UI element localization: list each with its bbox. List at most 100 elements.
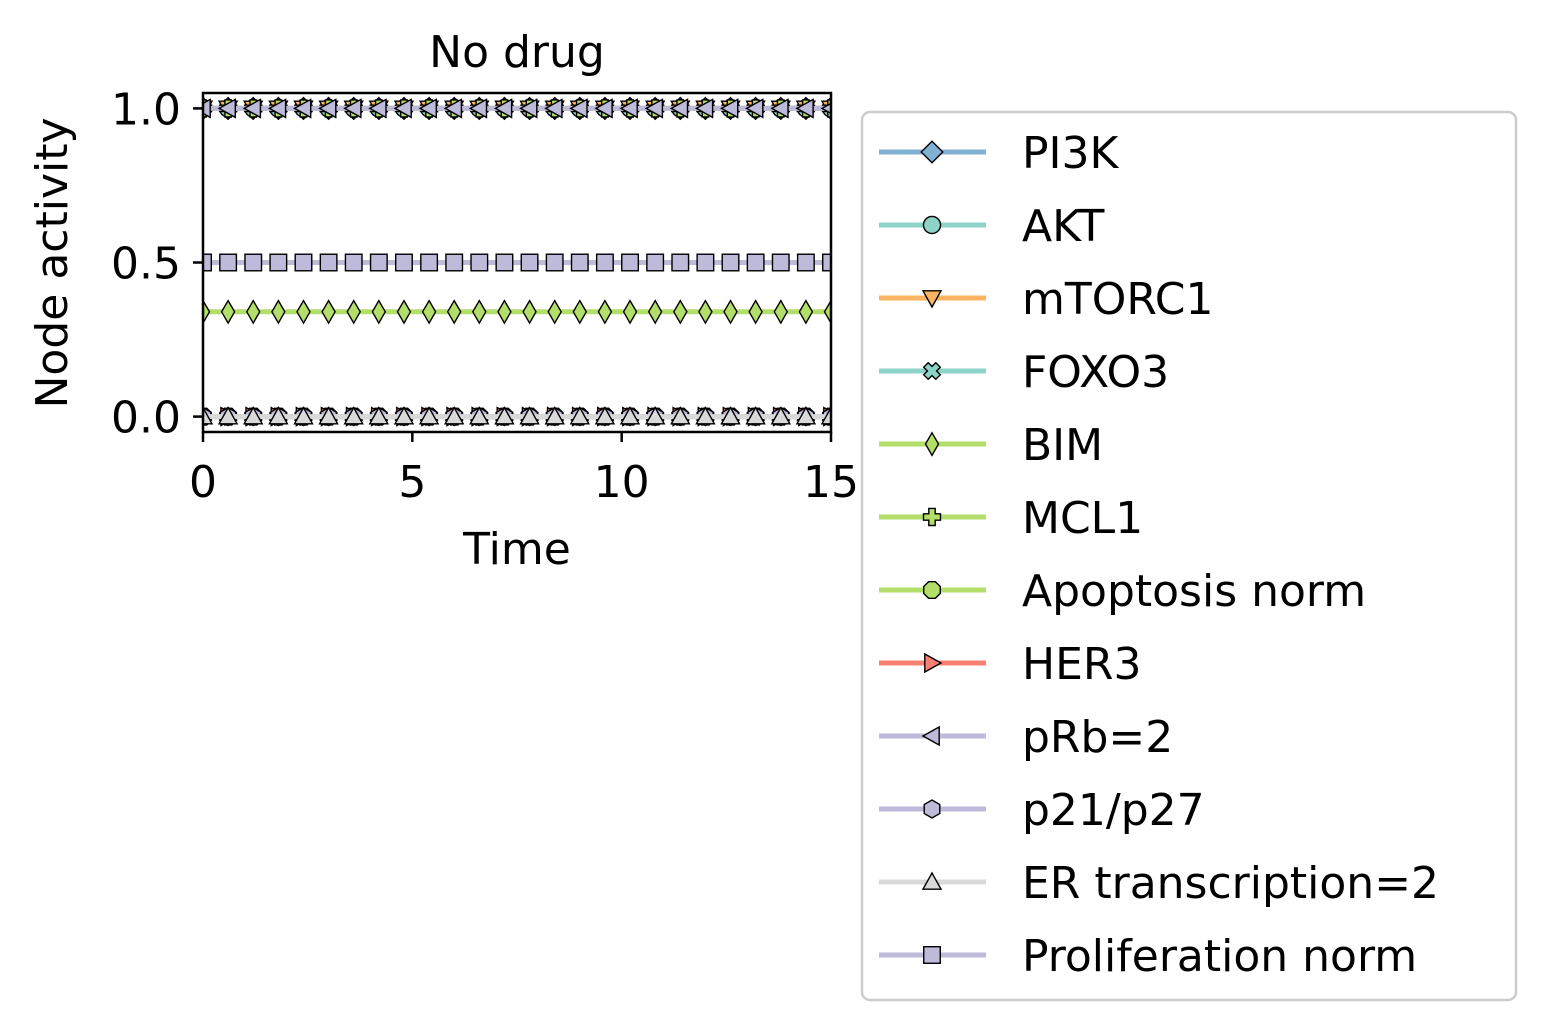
data-point — [622, 299, 638, 325]
data-point — [495, 253, 514, 272]
data-point — [770, 98, 789, 119]
data-point — [619, 98, 638, 119]
data-point — [595, 253, 614, 272]
data-point — [520, 253, 539, 272]
data-point — [318, 98, 337, 119]
legend-label: ER transcription=2 — [1022, 858, 1439, 909]
legend-marker — [923, 581, 941, 599]
legend-label: BIM — [1022, 420, 1103, 471]
data-point — [672, 299, 688, 325]
data-point — [418, 98, 437, 119]
data-point — [243, 406, 264, 425]
data-point — [723, 299, 738, 325]
data-point — [519, 406, 540, 425]
data-point — [569, 406, 590, 425]
legend-marker — [921, 725, 940, 747]
data-point — [344, 253, 363, 272]
legend-label: Apoptosis norm — [1022, 566, 1366, 617]
data-point — [720, 98, 739, 119]
data-point — [771, 253, 790, 272]
data-point — [746, 253, 765, 272]
data-point — [443, 98, 463, 119]
data-point — [547, 299, 563, 325]
legend-label: mTORC1 — [1022, 274, 1213, 325]
data-point — [393, 98, 412, 119]
y-axis-label: Node activity — [27, 117, 78, 408]
legend-label: AKT — [1022, 201, 1105, 252]
data-point — [594, 98, 613, 119]
data-point — [203, 299, 211, 325]
data-point — [694, 98, 714, 119]
data-point — [696, 253, 715, 272]
data-point — [368, 98, 387, 119]
data-point — [294, 253, 313, 272]
legend-label: HER3 — [1022, 639, 1141, 690]
data-point — [745, 98, 764, 119]
data-point — [619, 406, 641, 425]
legend-marker — [923, 946, 941, 964]
data-point — [293, 98, 312, 119]
legend-box — [860, 110, 1518, 1002]
data-point — [671, 253, 690, 272]
x-axis: 0 5 10 15 — [189, 432, 859, 508]
data-point — [796, 253, 815, 272]
data-point — [647, 299, 663, 325]
data-point — [343, 98, 362, 119]
data-point — [343, 406, 364, 425]
data-point — [268, 406, 289, 425]
legend-entry: MCL1 — [879, 493, 1143, 544]
data-point — [319, 253, 338, 272]
data-point — [494, 406, 515, 425]
data-point — [269, 253, 288, 272]
data-point — [293, 406, 314, 425]
data-point — [773, 299, 789, 325]
legend-marker — [922, 361, 942, 381]
data-point — [220, 299, 236, 325]
data-point — [296, 299, 311, 325]
y-tick-label: 0.5 — [111, 239, 181, 290]
data-point — [321, 299, 336, 325]
legend-marker — [924, 652, 943, 674]
legend-label: Proliferation norm — [1022, 931, 1417, 982]
legend-label: FOXO3 — [1022, 347, 1169, 398]
legend-marker — [924, 431, 940, 457]
legend-entry: mTORC1 — [879, 274, 1213, 325]
data-point — [318, 406, 339, 425]
data-point — [219, 253, 238, 272]
data-point — [468, 98, 488, 119]
data-point — [770, 406, 791, 425]
data-point — [795, 98, 814, 119]
legend-entry: pRb=2 — [879, 712, 1173, 763]
legend-entry: Apoptosis norm — [879, 566, 1366, 617]
data-point — [469, 406, 490, 425]
data-point — [698, 299, 713, 325]
data-point — [203, 406, 214, 425]
data-point — [798, 299, 814, 325]
y-tick-label: 0.0 — [111, 393, 181, 444]
data-point — [245, 299, 261, 325]
legend-marker — [922, 215, 942, 235]
legend-entry: Proliferation norm — [879, 931, 1417, 982]
data-point — [597, 299, 613, 325]
data-point — [420, 253, 439, 272]
data-point — [748, 299, 763, 325]
data-point — [244, 253, 263, 272]
legend-entry: PI3K — [879, 128, 1120, 179]
legend-label: MCL1 — [1022, 493, 1143, 544]
data-point — [242, 98, 262, 119]
data-point — [203, 98, 211, 119]
data-point — [393, 406, 415, 425]
data-point — [745, 406, 766, 425]
x-tick-label: 10 — [594, 457, 650, 508]
legend-entry: HER3 — [879, 639, 1141, 690]
legend-marker — [921, 290, 943, 309]
data-point — [544, 406, 565, 425]
x-tick-label: 0 — [189, 457, 217, 508]
data-point — [368, 406, 389, 425]
legend: PI3K AKT mTORC1 FOXO3 BIM MCL1 Apoptosis norm H… — [860, 110, 1518, 1002]
data-point — [721, 253, 740, 272]
data-point — [820, 406, 831, 425]
legend-entry: ER transcription=2 — [879, 858, 1439, 909]
data-point — [421, 299, 437, 325]
